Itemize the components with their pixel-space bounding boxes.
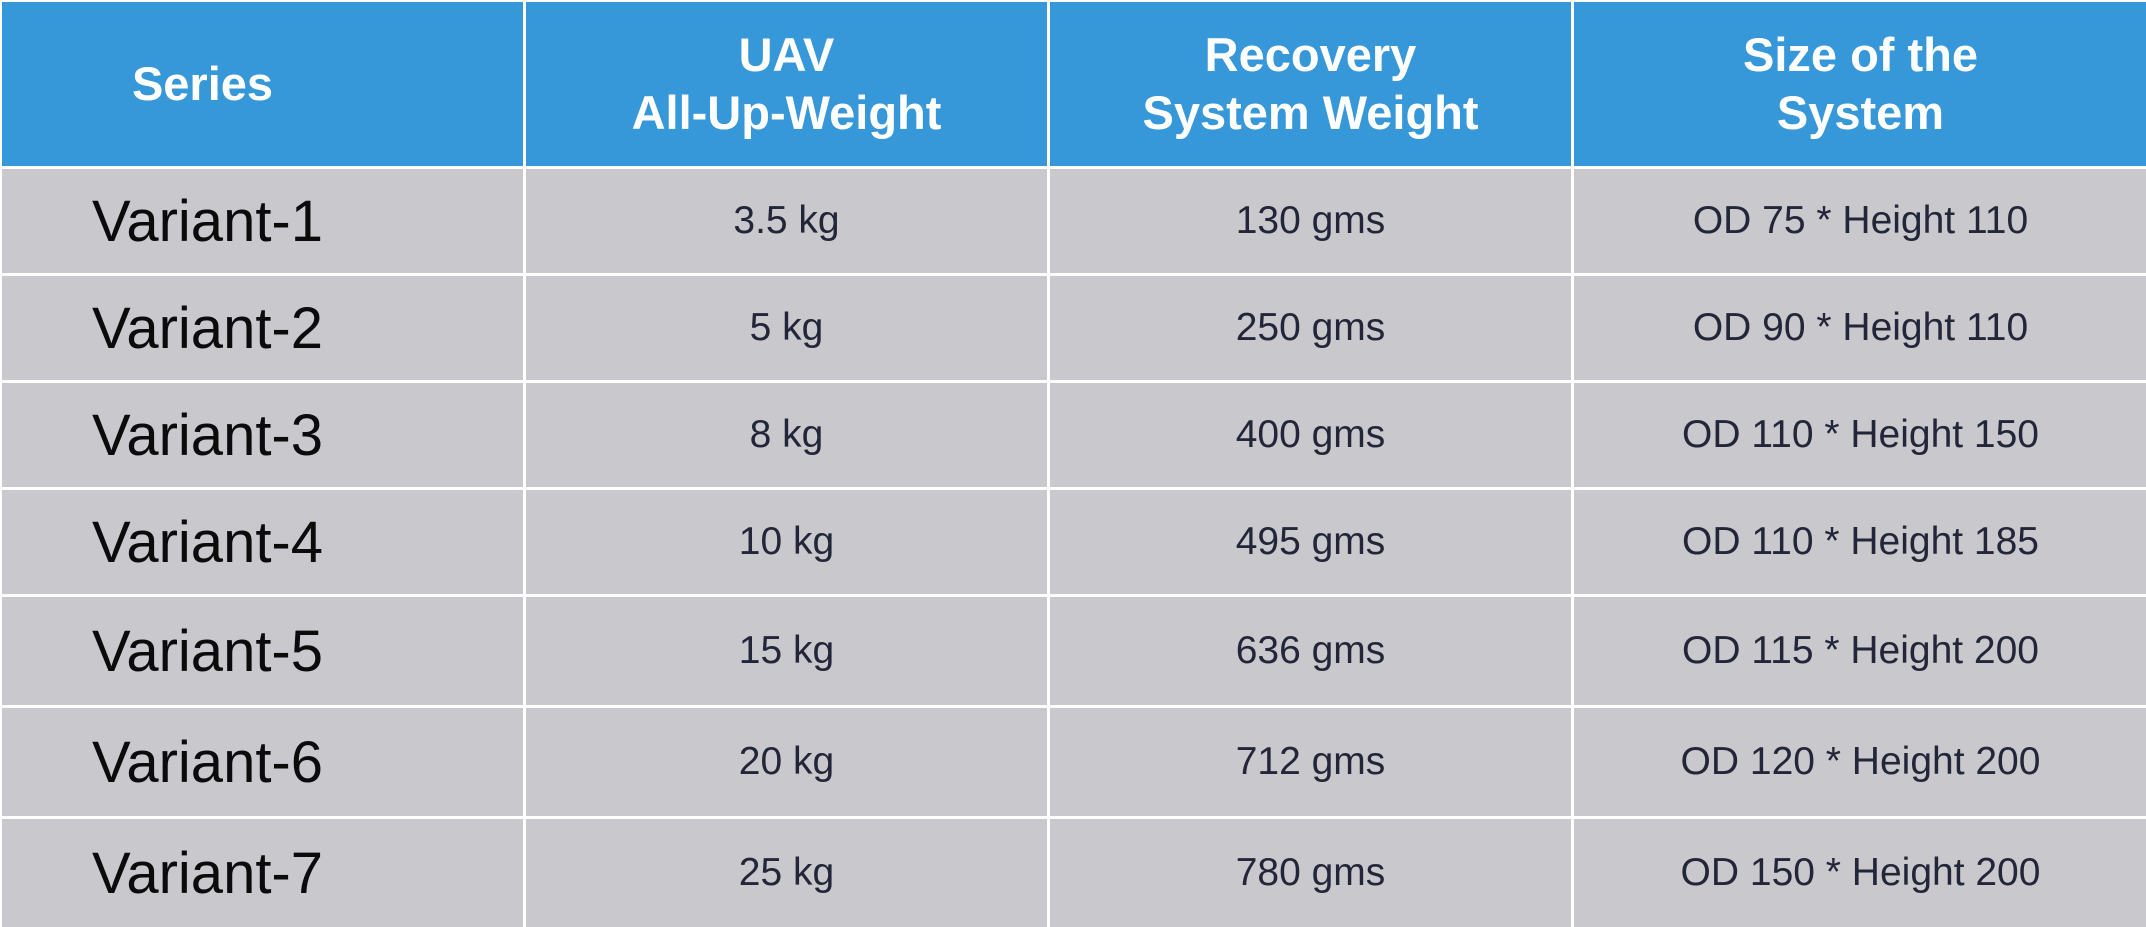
header-size-of-system: Size of the System: [1574, 2, 2146, 166]
series-cell: Variant-6: [2, 708, 523, 816]
series-cell: Variant-1: [2, 169, 523, 273]
uav-weight-cell: 10 kg: [526, 490, 1047, 594]
system-size-cell: OD 150 * Height 200: [1574, 819, 2146, 927]
uav-weight-cell: 5 kg: [526, 276, 1047, 380]
system-size-cell: OD 110 * Height 185: [1574, 490, 2146, 594]
series-cell: Variant-4: [2, 490, 523, 594]
uav-weight-cell: 20 kg: [526, 708, 1047, 816]
system-size-cell: OD 110 * Height 150: [1574, 383, 2146, 487]
system-size-cell: OD 90 * Height 110: [1574, 276, 2146, 380]
recovery-weight-cell: 130 gms: [1050, 169, 1571, 273]
uav-weight-cell: 25 kg: [526, 819, 1047, 927]
system-size-cell: OD 75 * Height 110: [1574, 169, 2146, 273]
header-series: Series: [2, 2, 523, 166]
series-cell: Variant-2: [2, 276, 523, 380]
series-cell: Variant-3: [2, 383, 523, 487]
system-size-cell: OD 115 * Height 200: [1574, 597, 2146, 705]
header-recovery-system-weight: Recovery System Weight: [1050, 2, 1571, 166]
system-size-cell: OD 120 * Height 200: [1574, 708, 2146, 816]
uav-weight-cell: 15 kg: [526, 597, 1047, 705]
recovery-weight-cell: 636 gms: [1050, 597, 1571, 705]
recovery-weight-cell: 712 gms: [1050, 708, 1571, 816]
recovery-weight-cell: 400 gms: [1050, 383, 1571, 487]
recovery-weight-cell: 495 gms: [1050, 490, 1571, 594]
recovery-weight-cell: 780 gms: [1050, 819, 1571, 927]
series-cell: Variant-7: [2, 819, 523, 927]
header-uav-all-up-weight: UAV All-Up-Weight: [526, 2, 1047, 166]
series-cell: Variant-5: [2, 597, 523, 705]
uav-weight-cell: 8 kg: [526, 383, 1047, 487]
uav-weight-cell: 3.5 kg: [526, 169, 1047, 273]
recovery-weight-cell: 250 gms: [1050, 276, 1571, 380]
